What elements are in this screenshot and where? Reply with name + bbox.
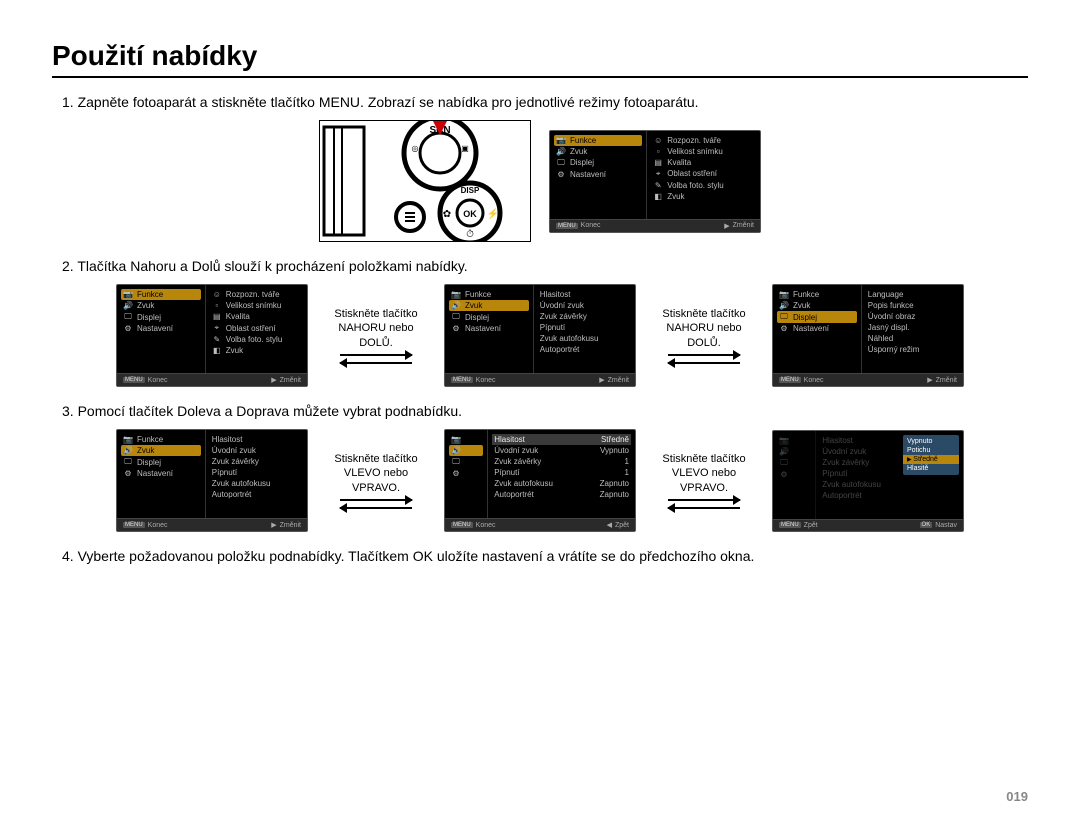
opt-oblast-ostreni: Oblast ostření bbox=[667, 169, 717, 178]
camera-icon: 📷 bbox=[556, 136, 566, 145]
menu-item-zvuk: 🔊Zvuk bbox=[554, 146, 642, 157]
popup-vypnuto: Vypnuto bbox=[903, 437, 959, 446]
step-1-text: 1. Zapněte fotoaparát a stiskněte tlačít… bbox=[62, 94, 1028, 110]
display-icon: 🖵 bbox=[556, 158, 566, 168]
step-4-text: 4. Vyberte požadovanou položku podnabídk… bbox=[62, 548, 1028, 564]
popup-potichu: Potichu bbox=[903, 446, 959, 455]
opt-rozpozn-tvare: Rozpozn. tváře bbox=[667, 136, 721, 145]
opt-zvuk: Zvuk bbox=[667, 192, 684, 201]
menu-item-nastaveni: ⚙Nastavení bbox=[554, 169, 642, 180]
menu-item-funkce: 📷Funkce bbox=[554, 135, 642, 146]
value-popup: Vypnuto Potichu ▶ Středně Hlasitě bbox=[903, 435, 959, 475]
step-2-text: 2. Tlačítka Nahoru a Dolů slouží k proch… bbox=[62, 258, 1028, 274]
step-3-figures: 📷Funkce 🔊Zvuk 🖵Displej ⚙Nastavení Hlasit… bbox=[52, 429, 1028, 532]
svg-text:⚡: ⚡ bbox=[487, 207, 499, 220]
lcd-step1: 📷Funkce 🔊Zvuk 🖵Displej ⚙Nastavení ☺Rozpo… bbox=[549, 130, 761, 233]
lcd-footer: MENUKonec ▶Změnit bbox=[550, 219, 760, 232]
lcd-right-col: ☺Rozpozn. tváře ▫Velikost snímku ▤Kvalit… bbox=[647, 131, 760, 219]
opt-kvalita: Kvalita bbox=[667, 158, 691, 167]
popup-stredne: ▶ Středně bbox=[903, 455, 959, 464]
svg-text:OK: OK bbox=[463, 209, 477, 219]
arrow-leftright-1: Stiskněte tlačítko VLEVO nebo VPRAVO. bbox=[326, 452, 426, 509]
lcd-s3-c: 📷 🔊 🖵 ⚙ Hlasitost Úvodní zvuk Zvuk závěr… bbox=[772, 430, 964, 532]
lcd-s3-b: 📷 🔊 🖵 ⚙ HlasitostStředně Úvodní zvukVypn… bbox=[444, 429, 636, 532]
arrow-updown-1: Stiskněte tlačítko NAHORU nebo DOLŮ. bbox=[326, 307, 426, 364]
camera-diagram: SCN ◎ ▣ DISP OK ✿ ⚡ ⏱ bbox=[319, 120, 531, 242]
arrow-updown-2: Stiskněte tlačítko NAHORU nebo DOLŮ. bbox=[654, 307, 754, 364]
opt-velikost-snimku: Velikost snímku bbox=[667, 147, 723, 156]
svg-text:▣: ▣ bbox=[461, 144, 469, 153]
gear-icon: ⚙ bbox=[556, 170, 566, 179]
svg-text:DISP: DISP bbox=[461, 186, 480, 195]
svg-text:⏱: ⏱ bbox=[466, 229, 474, 240]
svg-text:◎: ◎ bbox=[412, 144, 419, 153]
svg-text:✿: ✿ bbox=[443, 209, 451, 220]
step-2-figures: 📷Funkce 🔊Zvuk 🖵Displej ⚙Nastavení ☺Rozpo… bbox=[52, 284, 1028, 387]
page-number: 019 bbox=[1006, 789, 1028, 804]
lcd-s3-a: 📷Funkce 🔊Zvuk 🖵Displej ⚙Nastavení Hlasit… bbox=[116, 429, 308, 532]
lcd-s2-c: 📷Funkce 🔊Zvuk 🖵Displej ⚙Nastavení Langua… bbox=[772, 284, 964, 387]
lcd-s2-b: 📷Funkce 🔊Zvuk 🖵Displej ⚙Nastavení Hlasit… bbox=[444, 284, 636, 387]
row-hlasitost: HlasitostStředně bbox=[492, 434, 631, 445]
menu-item-displej: 🖵Displej bbox=[554, 157, 642, 169]
opt-volba-stylu: Volba foto. stylu bbox=[667, 181, 723, 190]
lcd-left-col: 📷Funkce 🔊Zvuk 🖵Displej ⚙Nastavení bbox=[550, 131, 647, 219]
arrow-leftright-2: Stiskněte tlačítko VLEVO nebo VPRAVO. bbox=[654, 452, 754, 509]
step-1-figures: SCN ◎ ▣ DISP OK ✿ ⚡ ⏱ bbox=[52, 120, 1028, 242]
popup-hlasite: Hlasitě bbox=[903, 464, 959, 473]
step-3-text: 3. Pomocí tlačítek Doleva a Doprava může… bbox=[62, 403, 1028, 419]
speaker-icon: 🔊 bbox=[556, 147, 566, 156]
page-title: Použití nabídky bbox=[52, 40, 1028, 78]
lcd-s2-a: 📷Funkce 🔊Zvuk 🖵Displej ⚙Nastavení ☺Rozpo… bbox=[116, 284, 308, 387]
